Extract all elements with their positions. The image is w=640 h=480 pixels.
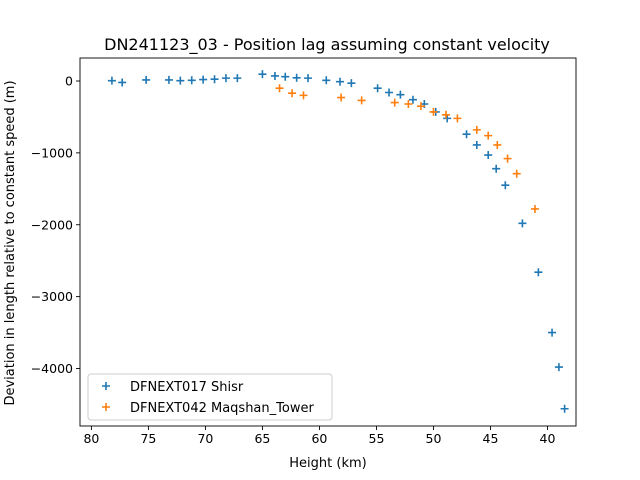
data-point-shisr — [292, 73, 301, 82]
data-point-shisr — [492, 164, 501, 173]
y-tick-label: −1000 — [31, 145, 73, 160]
data-point-shisr — [484, 151, 493, 160]
data-point-shisr — [118, 78, 127, 87]
data-point-shisr — [107, 76, 116, 85]
data-point-maqshan — [503, 154, 512, 163]
x-tick-label: 75 — [140, 431, 156, 446]
x-tick-label: 45 — [483, 431, 499, 446]
data-point-shisr — [443, 114, 452, 123]
y-tick-label: −4000 — [31, 361, 73, 376]
data-point-shisr — [322, 76, 331, 85]
x-tick-label: 40 — [540, 431, 556, 446]
data-point-maqshan — [442, 110, 451, 119]
data-point-maqshan — [288, 89, 297, 98]
legend-label: DFNEXT042 Maqshan_Tower — [130, 401, 314, 416]
data-point-shisr — [462, 130, 471, 139]
data-point-maqshan — [484, 131, 493, 140]
data-point-shisr — [385, 88, 394, 97]
data-point-maqshan — [416, 102, 425, 111]
data-point-shisr — [281, 72, 290, 81]
y-tick-label: 0 — [65, 74, 73, 89]
data-point-maqshan — [472, 125, 481, 134]
y-axis-label: Deviation in length relative to constant… — [3, 80, 18, 405]
x-tick-label: 50 — [426, 431, 442, 446]
data-point-shisr — [373, 84, 382, 93]
data-point-shisr — [233, 74, 242, 83]
data-point-shisr — [396, 90, 405, 99]
data-point-shisr — [270, 71, 279, 80]
data-point-maqshan — [299, 91, 308, 100]
plot-frame — [79, 57, 577, 427]
data-point-maqshan — [530, 204, 539, 213]
data-point-maqshan — [404, 100, 413, 108]
data-point-shisr — [210, 75, 219, 84]
y-tick-label: −2000 — [31, 217, 73, 232]
data-point-shisr — [335, 77, 344, 86]
data-point-shisr — [554, 363, 563, 372]
legend-label: DFNEXT017 Shisr — [130, 380, 244, 395]
x-tick-label: 80 — [83, 431, 99, 446]
legend-marker — [102, 403, 110, 411]
data-point-shisr — [472, 140, 481, 149]
x-tick-label: 70 — [197, 431, 213, 446]
data-point-shisr — [347, 79, 356, 88]
chart-title: DN241123_03 - Position lag assuming cons… — [104, 35, 550, 55]
x-axis-label: Height (km) — [289, 456, 366, 471]
data-point-maqshan — [429, 107, 438, 116]
data-point-shisr — [518, 219, 527, 228]
data-point-maqshan — [390, 98, 399, 107]
data-point-shisr — [560, 404, 569, 413]
x-tick-label: 65 — [254, 431, 270, 446]
data-point-maqshan — [275, 84, 284, 93]
data-point-shisr — [501, 181, 510, 190]
data-point-shisr — [534, 268, 543, 277]
data-point-maqshan — [337, 93, 346, 102]
data-point-maqshan — [453, 114, 462, 123]
data-point-shisr — [304, 74, 313, 83]
data-point-shisr — [164, 75, 173, 84]
x-tick-label: 60 — [311, 431, 327, 446]
data-point-shisr — [187, 76, 196, 85]
legend-box — [87, 373, 333, 421]
legend-marker — [102, 382, 110, 390]
data-point-maqshan — [512, 169, 521, 178]
x-tick-label: 55 — [369, 431, 385, 446]
data-point-shisr — [258, 70, 267, 79]
data-point-shisr — [142, 75, 151, 84]
y-tick-label: −3000 — [31, 289, 73, 304]
data-point-maqshan — [493, 140, 502, 149]
data-point-shisr — [548, 328, 557, 337]
data-point-shisr — [221, 74, 230, 83]
data-point-shisr — [199, 75, 208, 84]
data-point-shisr — [408, 95, 417, 104]
data-point-maqshan — [357, 96, 366, 105]
data-point-shisr — [176, 76, 185, 85]
